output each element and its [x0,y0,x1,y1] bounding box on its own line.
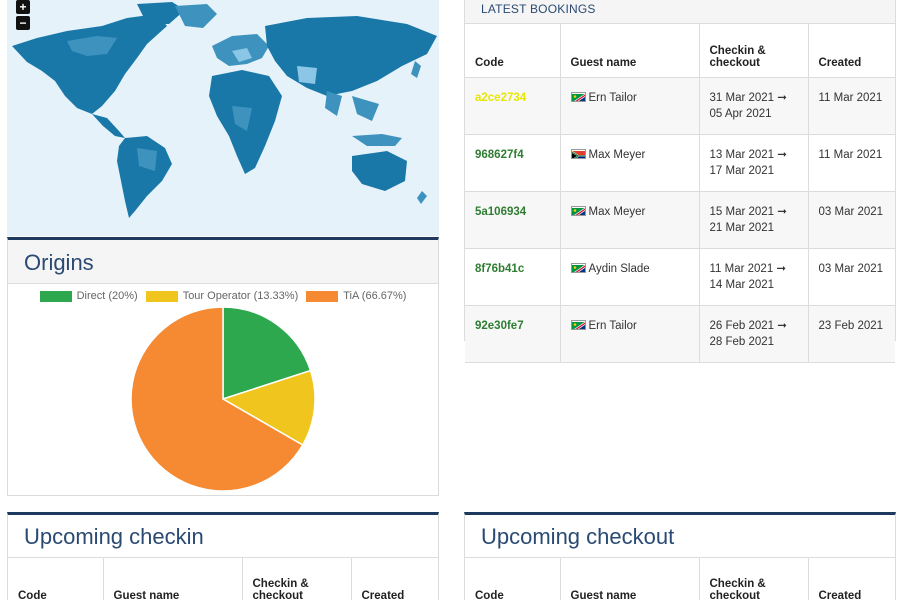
checkin-checkout-dates: 26 Feb 2021 ➞ 28 Feb 2021 [699,305,809,363]
created-date: 11 Mar 2021 [808,77,895,135]
booking-code-link[interactable]: 5a106934 [475,205,527,218]
table-row[interactable]: a2ce2734 Ern Tailor 31 Mar 2021 ➞ 05 Apr 2… [465,77,895,135]
zoom-in-button[interactable]: + [16,0,30,14]
guest-name-cell: Max Meyer [560,191,700,249]
pie-slice-direct[interactable] [222,306,312,401]
upcoming-checkout-panel: Upcoming checkout Code Guest name Checki… [464,512,896,600]
guest-name: Ern Tailor [588,319,637,332]
pie-slice-tour-operator[interactable] [221,369,316,447]
latest-bookings-title: LATEST BOOKINGS [465,0,895,24]
upcoming-checkout-title: Upcoming checkout [465,515,895,558]
origins-title: Origins [8,240,438,284]
table-row[interactable]: 8f76b41c Aydin Slade 11 Mar 2021 ➞ 14 Mar … [465,248,895,306]
checkin-checkout-dates: 31 Mar 2021 ➞ 05 Apr 2021 [699,77,809,135]
col-header-checkin-checkout[interactable]: Checkin & checkout [699,558,809,600]
upcoming-checkin-title: Upcoming checkin [8,515,438,558]
legend-label-direct: Direct (20%) [76,290,138,302]
origins-panel: Origins Direct (20%) Tour Operator (13.3… [7,237,439,496]
guest-name: Ern Tailor [588,91,637,104]
col-header-guest-name[interactable]: Guest name [560,24,700,78]
upcoming-checkout-table: Code Guest name Checkin & checkout Creat… [465,558,895,600]
world-map-shapes [12,2,437,218]
created-date: 03 Mar 2021 [808,248,895,306]
namibia-flag-icon [570,91,586,102]
guest-name-cell: Ern Tailor [560,77,700,135]
col-header-code[interactable]: Code [465,24,561,78]
legend-item-tia[interactable]: TiA (66.67%) [306,290,406,302]
col-header-code[interactable]: Code [8,558,104,600]
created-date: 23 Feb 2021 [808,305,895,363]
col-header-checkin-checkout[interactable]: Checkin & checkout [242,558,352,600]
created-date: 11 Mar 2021 [808,134,895,192]
booking-code[interactable]: a2ce2734 [465,77,561,135]
latest-bookings-table: Code Guest name Checkin & checkout Creat… [465,24,895,363]
col-header-guest-name[interactable]: Guest name [103,558,243,600]
table-row[interactable]: 5a106934 Max Meyer 15 Mar 2021 ➞ 21 Mar 20… [465,191,895,249]
checkin-checkout-dates: 13 Mar 2021 ➞ 17 Mar 2021 [699,134,809,192]
guest-name: Max Meyer [588,148,646,161]
legend-item-direct[interactable]: Direct (20%) [39,290,138,302]
created-date: 03 Mar 2021 [808,191,895,249]
origins-pie-chart [130,306,316,492]
col-header-checkin-checkout[interactable]: Checkin & checkout [699,24,809,78]
namibia-flag-icon [570,262,586,273]
legend-label-tour-operator: Tour Operator (13.33%) [182,290,299,302]
guest-name-cell: Max Meyer [560,134,700,192]
booking-code[interactable]: 5a106934 [465,191,561,249]
booking-code-link[interactable]: 8f76b41c [475,262,525,275]
table-row[interactable]: 92e30fe7 Ern Tailor 26 Feb 2021 ➞ 28 Feb 2… [465,305,895,363]
legend-item-tour-operator[interactable]: Tour Operator (13.33%) [145,290,299,302]
guest-name: Aydin Slade [588,262,650,275]
booking-code-link[interactable]: 968627f4 [475,148,524,161]
checkin-checkout-dates: 11 Mar 2021 ➞ 14 Mar 2021 [699,248,809,306]
legend-swatch-tour-operator [145,290,178,302]
origins-legend: Direct (20%) Tour Operator (13.33%) TiA … [8,290,438,302]
pie-slice-tia[interactable] [130,306,304,492]
legend-swatch-direct [39,290,72,302]
world-map[interactable]: + − [7,0,439,236]
zoom-out-button[interactable]: − [16,16,30,30]
checkin-checkout-dates: 15 Mar 2021 ➞ 21 Mar 2021 [699,191,809,249]
south-africa-flag-icon [570,148,586,159]
booking-code-link[interactable]: 92e30fe7 [475,319,524,332]
table-row[interactable]: 968627f4 Max Meyer 13 Mar 2021 ➞ 17 Mar 20… [465,134,895,192]
col-header-created[interactable]: Created [808,558,895,600]
namibia-flag-icon [570,205,586,216]
booking-code[interactable]: 968627f4 [465,134,561,192]
latest-bookings-panel: LATEST BOOKINGS Code Guest name Checkin … [464,0,896,363]
legend-label-tia: TiA (66.67%) [343,290,407,302]
upcoming-checkin-panel: Upcoming checkin Code Guest name Checkin… [7,512,439,600]
col-header-created[interactable]: Created [808,24,895,78]
col-header-created[interactable]: Created [351,558,438,600]
col-header-code[interactable]: Code [465,558,561,600]
guest-name-cell: Ern Tailor [560,305,700,363]
namibia-flag-icon [570,319,586,330]
col-header-guest-name[interactable]: Guest name [560,558,700,600]
booking-code[interactable]: 8f76b41c [465,248,561,306]
booking-code-link[interactable]: a2ce2734 [475,91,527,104]
upcoming-checkin-table: Code Guest name Checkin & checkout Creat… [8,558,438,600]
guest-name-cell: Aydin Slade [560,248,700,306]
guest-name: Max Meyer [588,205,646,218]
booking-code[interactable]: 92e30fe7 [465,305,561,363]
legend-swatch-tia [306,290,339,302]
